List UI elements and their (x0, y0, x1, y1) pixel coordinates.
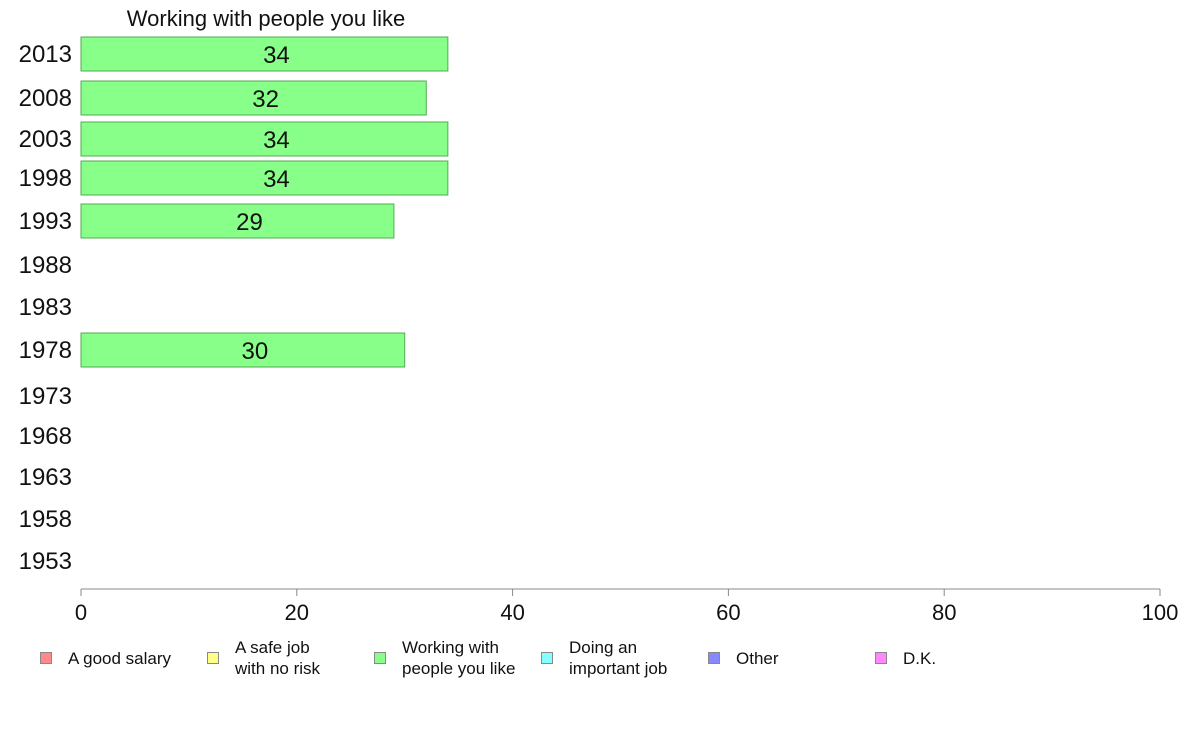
category-label: 2013 (19, 41, 72, 68)
legend-swatch (875, 652, 887, 664)
x-tick-label: 40 (500, 600, 524, 625)
legend-label: A good salary (68, 648, 172, 668)
category-label: 1963 (19, 464, 72, 491)
category-label: 1973 (19, 383, 72, 410)
category-label: 1968 (19, 423, 72, 450)
category-label: 1998 (19, 165, 72, 192)
legend-label: Other (736, 648, 779, 668)
legend-label: Doing an important job (569, 638, 668, 678)
category-label: 1978 (19, 337, 72, 364)
legend-swatch (207, 652, 219, 664)
bar (80, 332, 406, 368)
x-tick-label: 20 (285, 600, 309, 625)
legend-item: D.K. (875, 636, 936, 680)
bar-value-label: 32 (252, 86, 279, 113)
bar (80, 80, 427, 116)
bar-value-label: 29 (236, 209, 263, 236)
legend-item: A safe job with no risk (207, 636, 320, 680)
chart-title: Working with people you like (127, 6, 405, 31)
x-tick-label: 60 (716, 600, 740, 625)
legend-item: Doing an important job (541, 636, 667, 680)
legend-swatch (708, 652, 720, 664)
bar (80, 203, 395, 239)
category-label: 1988 (19, 252, 72, 279)
category-label: 2008 (19, 85, 72, 112)
legend-label: Working with people you like (402, 638, 516, 678)
category-label: 1983 (19, 294, 72, 321)
bar-value-label: 34 (263, 127, 290, 154)
legend-item: Other (708, 636, 779, 680)
x-tick-label: 80 (932, 600, 956, 625)
bar (80, 160, 449, 196)
bar-value-label: 34 (263, 166, 290, 193)
legend-item: Working with people you like (374, 636, 515, 680)
category-label: 1953 (19, 548, 72, 575)
bar (80, 36, 449, 72)
legend-label: D.K. (903, 648, 937, 668)
legend-item: A good salary (40, 636, 171, 680)
legend-swatch (541, 652, 553, 664)
chart-legend: A good salary A safe job with no risk Work… (0, 636, 1188, 686)
legend-label: A safe job with no risk (235, 638, 321, 678)
bar-chart: Working with people you like 34323434293… (19, 6, 1179, 625)
x-tick-label: 0 (75, 600, 87, 625)
category-label: 1958 (19, 506, 72, 533)
legend-swatch (40, 652, 52, 664)
bar-value-label: 34 (263, 42, 290, 69)
category-label: 1993 (19, 208, 72, 235)
bar (80, 121, 449, 157)
legend-swatch (374, 652, 386, 664)
x-tick-label: 100 (1142, 600, 1179, 625)
category-label: 2003 (19, 126, 72, 153)
bar-value-label: 30 (241, 338, 268, 365)
